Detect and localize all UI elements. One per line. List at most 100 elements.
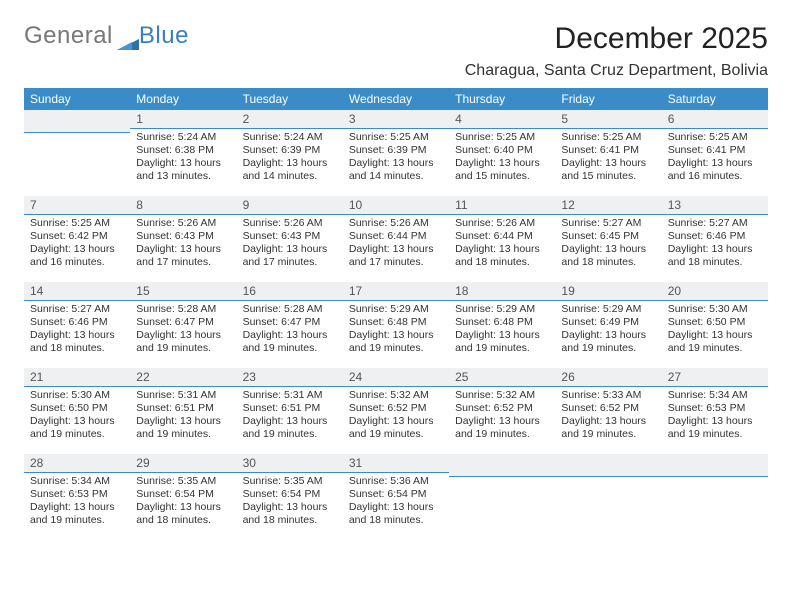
logo-triangle-icon [117, 29, 139, 43]
calendar-cell [24, 110, 130, 196]
day-number: 2 [237, 110, 343, 129]
day-body: Sunrise: 5:27 AMSunset: 6:46 PMDaylight:… [24, 301, 130, 360]
sunset-line: Sunset: 6:52 PM [455, 402, 549, 415]
day-body: Sunrise: 5:28 AMSunset: 6:47 PMDaylight:… [237, 301, 343, 360]
calendar-table: SundayMondayTuesdayWednesdayThursdayFrid… [24, 88, 768, 540]
daylight-line: Daylight: 13 hours and 19 minutes. [561, 329, 655, 355]
day-body: Sunrise: 5:29 AMSunset: 6:49 PMDaylight:… [555, 301, 661, 360]
sunset-line: Sunset: 6:44 PM [455, 230, 549, 243]
day-number: 24 [343, 368, 449, 387]
weekday-header: Monday [130, 88, 236, 110]
day-wrap: 9Sunrise: 5:26 AMSunset: 6:43 PMDaylight… [237, 196, 343, 282]
day-number: 12 [555, 196, 661, 215]
day-number: 20 [662, 282, 768, 301]
sunrise-line: Sunrise: 5:29 AM [349, 303, 443, 316]
calendar-cell: 6Sunrise: 5:25 AMSunset: 6:41 PMDaylight… [662, 110, 768, 196]
day-body: Sunrise: 5:28 AMSunset: 6:47 PMDaylight:… [130, 301, 236, 360]
day-wrap: 12Sunrise: 5:27 AMSunset: 6:45 PMDayligh… [555, 196, 661, 282]
day-wrap: 20Sunrise: 5:30 AMSunset: 6:50 PMDayligh… [662, 282, 768, 368]
day-number-empty [555, 454, 661, 477]
day-body: Sunrise: 5:24 AMSunset: 6:39 PMDaylight:… [237, 129, 343, 188]
day-wrap: 31Sunrise: 5:36 AMSunset: 6:54 PMDayligh… [343, 454, 449, 540]
day-wrap: 25Sunrise: 5:32 AMSunset: 6:52 PMDayligh… [449, 368, 555, 454]
daylight-line: Daylight: 13 hours and 19 minutes. [136, 329, 230, 355]
day-wrap: 22Sunrise: 5:31 AMSunset: 6:51 PMDayligh… [130, 368, 236, 454]
day-number: 30 [237, 454, 343, 473]
day-body: Sunrise: 5:27 AMSunset: 6:46 PMDaylight:… [662, 215, 768, 274]
calendar-cell: 8Sunrise: 5:26 AMSunset: 6:43 PMDaylight… [130, 196, 236, 282]
calendar-cell: 4Sunrise: 5:25 AMSunset: 6:40 PMDaylight… [449, 110, 555, 196]
location: Charagua, Santa Cruz Department, Bolivia [465, 62, 768, 80]
day-body: Sunrise: 5:35 AMSunset: 6:54 PMDaylight:… [237, 473, 343, 532]
sunrise-line: Sunrise: 5:36 AM [349, 475, 443, 488]
calendar-cell: 7Sunrise: 5:25 AMSunset: 6:42 PMDaylight… [24, 196, 130, 282]
logo-text-1: General [24, 22, 113, 50]
sunrise-line: Sunrise: 5:26 AM [455, 217, 549, 230]
day-number: 26 [555, 368, 661, 387]
daylight-line: Daylight: 13 hours and 14 minutes. [349, 157, 443, 183]
sunrise-line: Sunrise: 5:31 AM [243, 389, 337, 402]
sunrise-line: Sunrise: 5:30 AM [30, 389, 124, 402]
sunset-line: Sunset: 6:40 PM [455, 144, 549, 157]
daylight-line: Daylight: 13 hours and 19 minutes. [243, 329, 337, 355]
sunset-line: Sunset: 6:48 PM [349, 316, 443, 329]
day-body: Sunrise: 5:29 AMSunset: 6:48 PMDaylight:… [343, 301, 449, 360]
sunset-line: Sunset: 6:38 PM [136, 144, 230, 157]
calendar-week-row: 21Sunrise: 5:30 AMSunset: 6:50 PMDayligh… [24, 368, 768, 454]
day-number: 4 [449, 110, 555, 129]
day-body: Sunrise: 5:30 AMSunset: 6:50 PMDaylight:… [24, 387, 130, 446]
sunset-line: Sunset: 6:43 PM [136, 230, 230, 243]
day-wrap: 15Sunrise: 5:28 AMSunset: 6:47 PMDayligh… [130, 282, 236, 368]
daylight-line: Daylight: 13 hours and 19 minutes. [30, 501, 124, 527]
day-body: Sunrise: 5:25 AMSunset: 6:42 PMDaylight:… [24, 215, 130, 274]
day-number: 23 [237, 368, 343, 387]
calendar-cell: 13Sunrise: 5:27 AMSunset: 6:46 PMDayligh… [662, 196, 768, 282]
calendar-cell [449, 454, 555, 540]
sunrise-line: Sunrise: 5:25 AM [455, 131, 549, 144]
day-body: Sunrise: 5:25 AMSunset: 6:41 PMDaylight:… [555, 129, 661, 188]
day-number: 29 [130, 454, 236, 473]
page-title: December 2025 [465, 22, 768, 56]
day-body: Sunrise: 5:26 AMSunset: 6:43 PMDaylight:… [237, 215, 343, 274]
daylight-line: Daylight: 13 hours and 18 minutes. [668, 243, 762, 269]
day-wrap: 3Sunrise: 5:25 AMSunset: 6:39 PMDaylight… [343, 110, 449, 196]
calendar-cell: 23Sunrise: 5:31 AMSunset: 6:51 PMDayligh… [237, 368, 343, 454]
day-number: 3 [343, 110, 449, 129]
header: General Blue December 2025 Charagua, San… [24, 22, 768, 86]
sunrise-line: Sunrise: 5:24 AM [136, 131, 230, 144]
daylight-line: Daylight: 13 hours and 14 minutes. [243, 157, 337, 183]
day-number: 14 [24, 282, 130, 301]
day-wrap: 8Sunrise: 5:26 AMSunset: 6:43 PMDaylight… [130, 196, 236, 282]
sunrise-line: Sunrise: 5:32 AM [455, 389, 549, 402]
day-body: Sunrise: 5:35 AMSunset: 6:54 PMDaylight:… [130, 473, 236, 532]
day-wrap: 6Sunrise: 5:25 AMSunset: 6:41 PMDaylight… [662, 110, 768, 196]
day-body: Sunrise: 5:36 AMSunset: 6:54 PMDaylight:… [343, 473, 449, 532]
sunrise-line: Sunrise: 5:28 AM [243, 303, 337, 316]
calendar-cell: 18Sunrise: 5:29 AMSunset: 6:48 PMDayligh… [449, 282, 555, 368]
day-wrap: 11Sunrise: 5:26 AMSunset: 6:44 PMDayligh… [449, 196, 555, 282]
day-wrap: 10Sunrise: 5:26 AMSunset: 6:44 PMDayligh… [343, 196, 449, 282]
weekday-header: Saturday [662, 88, 768, 110]
day-body: Sunrise: 5:31 AMSunset: 6:51 PMDaylight:… [130, 387, 236, 446]
sunset-line: Sunset: 6:46 PM [668, 230, 762, 243]
sunset-line: Sunset: 6:44 PM [349, 230, 443, 243]
calendar-cell: 12Sunrise: 5:27 AMSunset: 6:45 PMDayligh… [555, 196, 661, 282]
sunrise-line: Sunrise: 5:27 AM [30, 303, 124, 316]
sunset-line: Sunset: 6:50 PM [30, 402, 124, 415]
sunrise-line: Sunrise: 5:26 AM [136, 217, 230, 230]
day-wrap [449, 454, 555, 540]
sunset-line: Sunset: 6:54 PM [243, 488, 337, 501]
daylight-line: Daylight: 13 hours and 19 minutes. [455, 415, 549, 441]
day-wrap: 21Sunrise: 5:30 AMSunset: 6:50 PMDayligh… [24, 368, 130, 454]
day-body: Sunrise: 5:30 AMSunset: 6:50 PMDaylight:… [662, 301, 768, 360]
day-body: Sunrise: 5:26 AMSunset: 6:44 PMDaylight:… [343, 215, 449, 274]
sunrise-line: Sunrise: 5:35 AM [136, 475, 230, 488]
calendar-cell: 2Sunrise: 5:24 AMSunset: 6:39 PMDaylight… [237, 110, 343, 196]
day-body: Sunrise: 5:31 AMSunset: 6:51 PMDaylight:… [237, 387, 343, 446]
day-number: 6 [662, 110, 768, 129]
daylight-line: Daylight: 13 hours and 15 minutes. [455, 157, 549, 183]
sunset-line: Sunset: 6:47 PM [136, 316, 230, 329]
sunrise-line: Sunrise: 5:26 AM [349, 217, 443, 230]
day-body: Sunrise: 5:25 AMSunset: 6:40 PMDaylight:… [449, 129, 555, 188]
day-number-empty [662, 454, 768, 477]
